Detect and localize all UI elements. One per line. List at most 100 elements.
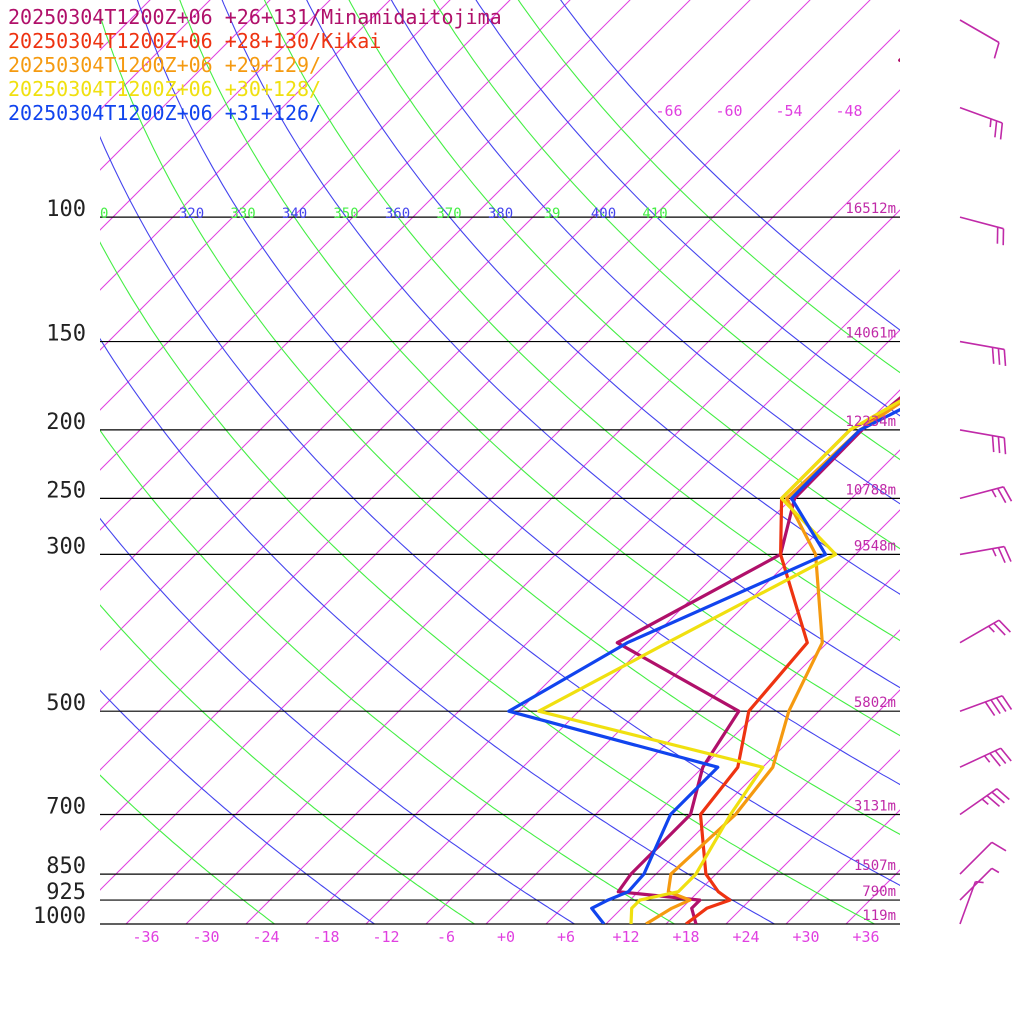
wind-barb-staff <box>960 487 1004 499</box>
height-label: 119m <box>862 908 896 924</box>
isotherm-line <box>0 0 903 924</box>
temperature-tick-label: +36 <box>852 928 879 946</box>
isotherm-line <box>126 0 1024 924</box>
temperature-tick-label: +0 <box>497 928 515 946</box>
isotherm-line <box>606 0 1024 924</box>
isotherm-line <box>6 0 1024 924</box>
theta-label: 0 <box>100 206 108 222</box>
wind-barb-flag <box>998 437 999 453</box>
wind-barb-flag <box>1001 123 1003 139</box>
dry-adiabat-blue-line <box>0 0 775 924</box>
upper-temperature-label: -60 <box>715 102 742 120</box>
temperature-tick-label: +30 <box>792 928 819 946</box>
wind-barb-half-flag <box>985 756 990 762</box>
wind-barb <box>960 620 1010 643</box>
isotherm-line <box>0 0 243 924</box>
isotherm-line <box>246 0 1024 924</box>
wind-barb-staff <box>960 789 997 815</box>
temperature-tick-label: -30 <box>192 928 219 946</box>
isotherm-line <box>366 0 1024 924</box>
isotherm-line <box>0 0 663 924</box>
wind-barb <box>960 20 999 58</box>
dry-adiabat-blue-line <box>173 0 1024 924</box>
legend-entry: 20250304T1200Z+06 +26+131/Minamidaitojim… <box>8 5 502 29</box>
wind-barb <box>960 547 1011 563</box>
dry-adiabat-green-line <box>210 0 1024 924</box>
isotherm-line <box>0 0 1023 924</box>
wind-barb-flag <box>998 348 999 364</box>
pressure-label: 100 <box>46 197 86 222</box>
theta-label: 330 <box>230 206 255 222</box>
wind-barb-staff <box>960 868 992 900</box>
legend-entry: 20250304T1200Z+06 +29+129/ <box>8 53 321 77</box>
height-label: 1507m <box>854 858 896 874</box>
pressure-label: 300 <box>46 534 86 559</box>
temperature-tick-label: -36 <box>132 928 159 946</box>
wind-barb-flag <box>994 43 999 59</box>
temperature-tick-label: -24 <box>252 928 279 946</box>
isotherm-line <box>306 0 1024 924</box>
isotherm-line <box>0 0 423 924</box>
isotherm-line <box>0 0 483 924</box>
isotherm-line <box>0 0 843 924</box>
wind-barb-flag <box>1004 487 1012 501</box>
height-label: 10788m <box>845 482 896 498</box>
isotherm-line <box>0 0 603 924</box>
isotherm-line <box>966 0 1024 924</box>
wind-barb-flag <box>1004 349 1005 366</box>
isotherm-line <box>0 0 303 924</box>
height-label: 3131m <box>854 799 896 815</box>
legend: 20250304T1200Z+06 +26+131/Minamidaitojim… <box>8 5 502 125</box>
pressure-label: 150 <box>46 322 86 347</box>
wind-barb <box>960 842 1006 874</box>
wind-barb-flag <box>998 548 1005 563</box>
dry-adiabat-green-line <box>63 0 1024 924</box>
dry-adiabat-blue-line <box>100 0 1024 924</box>
wind-barb-half-flag <box>982 799 988 804</box>
dry-adiabat-green-line <box>430 0 1024 924</box>
isotherm-line <box>0 0 363 924</box>
isotherm-line <box>0 0 183 924</box>
wind-barb-half-flag <box>992 490 996 497</box>
theta-label: 370 <box>436 206 461 222</box>
wind-barb-layer <box>960 20 1012 924</box>
isotherm-line <box>846 0 1024 924</box>
wind-barb-half-flag <box>992 868 999 872</box>
temperature-tick-label: -12 <box>372 928 399 946</box>
dry-adiabat-blue-line <box>0 0 574 924</box>
isotherm-line <box>906 0 1024 924</box>
theta-label: 350 <box>333 206 358 222</box>
wind-barb <box>960 696 1012 716</box>
wind-barb-flag <box>993 347 994 364</box>
theta-label: 39 <box>544 206 561 222</box>
pressure-label: 500 <box>46 691 86 716</box>
wind-barb-flag <box>1004 547 1011 562</box>
wind-barb-half-flag <box>990 119 991 127</box>
theta-label: 320 <box>179 206 204 222</box>
isotherm-line <box>666 0 1024 924</box>
wind-barb-staff <box>960 748 1001 767</box>
dry-adiabat-green-line <box>0 0 275 924</box>
series-line-2 <box>686 0 1024 924</box>
theta-label: 410 <box>642 206 667 222</box>
dry-adiabat-blue-line <box>246 0 1024 924</box>
profile-layer <box>509 0 1024 924</box>
wind-barb-staff <box>960 430 1004 438</box>
wind-barb <box>960 217 1004 245</box>
wind-barb <box>960 430 1006 454</box>
wind-barb-staff <box>960 842 992 874</box>
dry-adiabat-green-line <box>136 0 1024 924</box>
theta-label: 380 <box>488 206 513 222</box>
wind-barb <box>960 487 1012 503</box>
height-label: 5802m <box>854 695 896 711</box>
temperature-tick-label: +6 <box>557 928 575 946</box>
isotherm-line <box>486 0 1024 924</box>
isotherm-line <box>66 0 1024 924</box>
isotherm-line <box>0 0 783 924</box>
isotherm-line <box>786 0 1024 924</box>
wind-barb-flag <box>995 121 997 137</box>
wind-barb <box>960 868 999 900</box>
wind-barb-staff <box>960 696 1002 711</box>
dry-adiabat-green-line <box>0 0 475 924</box>
